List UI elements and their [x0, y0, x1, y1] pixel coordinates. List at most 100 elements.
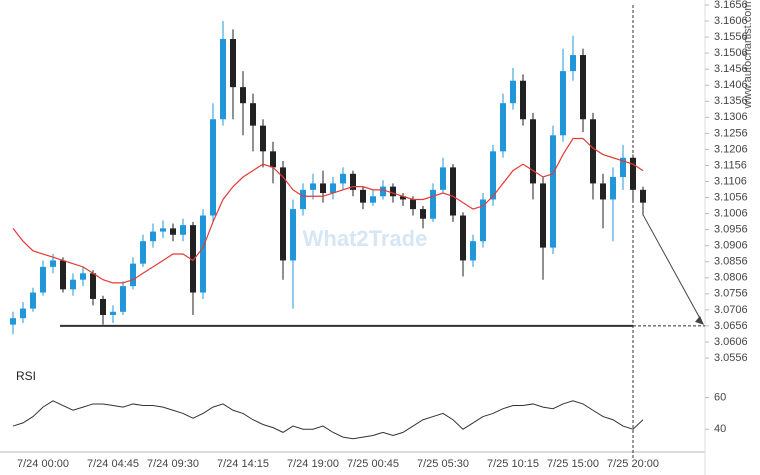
- candle-body: [390, 186, 396, 197]
- candle-body: [580, 55, 586, 120]
- candle-body: [70, 279, 76, 290]
- candle-body: [200, 215, 206, 293]
- x-tick-label: 7/25 10:15: [487, 458, 539, 470]
- y-tick-label: 3.1256: [714, 127, 748, 139]
- y-tick-label: 3.1506: [714, 47, 748, 59]
- candle-body: [30, 292, 36, 309]
- y-tick-label: 3.1456: [714, 63, 748, 75]
- x-tick-label: 7/24 19:00: [287, 458, 339, 470]
- candle-body: [340, 173, 346, 184]
- candle-body: [610, 177, 616, 200]
- candle-body: [530, 119, 536, 184]
- candle-body: [550, 135, 556, 248]
- y-tick-label: 3.0906: [714, 240, 748, 252]
- watermark: What2Trade: [303, 226, 428, 251]
- candle-body: [540, 183, 546, 248]
- candle-body: [10, 318, 16, 325]
- candle-body: [230, 39, 236, 88]
- y-tick-label: 3.0856: [714, 256, 748, 268]
- y-tick-label: 3.0756: [714, 288, 748, 300]
- candle-body: [370, 196, 376, 203]
- y-tick-label: 3.1606: [714, 15, 748, 27]
- y-tick-label: 3.0606: [714, 336, 748, 348]
- candle-body: [630, 157, 636, 190]
- candle-body: [290, 209, 296, 261]
- y-tick-label: 60: [714, 392, 726, 404]
- candle-body: [500, 103, 506, 152]
- candle-body: [240, 87, 246, 104]
- candle-body: [130, 263, 136, 287]
- candle-body: [110, 311, 116, 315]
- candle-body: [380, 186, 386, 197]
- candle-body: [270, 151, 276, 168]
- y-tick-label: 3.1156: [714, 159, 747, 171]
- x-tick-label: 7/25 05:30: [417, 458, 469, 470]
- candle-body: [320, 183, 326, 194]
- candle-body: [260, 125, 266, 152]
- candle-body: [120, 286, 126, 312]
- candle-body: [410, 199, 416, 210]
- source: www.autochartist.com: [742, 2, 754, 110]
- y-tick-label: 3.1006: [714, 207, 748, 219]
- candle-body: [440, 167, 446, 190]
- candle-body: [640, 189, 646, 203]
- y-tick-label: 40: [714, 423, 726, 435]
- candle-body: [50, 260, 56, 267]
- candle-body: [510, 80, 516, 104]
- y-tick-label: 3.0556: [714, 352, 748, 364]
- candle-body: [310, 183, 316, 190]
- candle-body: [360, 189, 366, 203]
- y-tick-label: 3.1556: [714, 31, 748, 43]
- candle-body: [160, 228, 166, 232]
- candle-body: [280, 167, 286, 261]
- candle-body: [140, 241, 146, 264]
- candle-body: [590, 119, 596, 184]
- y-tick-label: 3.1056: [714, 191, 748, 203]
- candle-body: [520, 80, 526, 120]
- candle-body: [490, 151, 496, 200]
- candle-body: [90, 273, 96, 299]
- candle-body: [350, 173, 356, 190]
- x-tick-label: 7/25 15:00: [547, 458, 599, 470]
- forecast-arrow: [642, 214, 704, 325]
- candle-body: [20, 308, 26, 319]
- candle-body: [420, 209, 426, 219]
- y-tick-label: 3.1656: [714, 0, 748, 11]
- y-tick-label: 3.1206: [714, 143, 748, 155]
- candle-body: [330, 183, 336, 194]
- candle-body: [40, 266, 46, 293]
- candle-body: [60, 260, 66, 290]
- candle-body: [450, 167, 456, 216]
- arrow-head: [695, 315, 704, 325]
- candle-body: [470, 241, 476, 261]
- y-tick-label: 3.0956: [714, 224, 748, 236]
- candle-body: [190, 225, 196, 293]
- candle-body: [250, 103, 256, 126]
- candle-body: [460, 215, 466, 261]
- x-tick-label: 7/25 00:45: [347, 458, 399, 470]
- candle-body: [300, 189, 306, 210]
- candle-body: [560, 71, 566, 136]
- candle-body: [570, 55, 576, 72]
- candle-body: [170, 228, 176, 235]
- y-tick-label: 3.1106: [714, 175, 747, 187]
- candle-body: [80, 273, 86, 280]
- rsi-title: RSI: [16, 369, 36, 383]
- y-tick-label: 3.1356: [714, 95, 748, 107]
- candle-body: [400, 196, 406, 200]
- rsi-line: [12, 400, 644, 440]
- x-tick-label: 7/24 00:00: [17, 458, 69, 470]
- y-tick-label: 3.1306: [714, 111, 748, 123]
- candle-body: [210, 119, 216, 216]
- candle-body: [150, 231, 156, 242]
- x-tick-label: 7/24 14:15: [217, 458, 269, 470]
- x-tick-label: 7/24 09:30: [147, 458, 199, 470]
- x-tick-label: 7/25 20:00: [607, 458, 659, 470]
- candle-body: [430, 189, 436, 219]
- candle-body: [180, 225, 186, 235]
- moving-average: [12, 137, 644, 284]
- y-tick-label: 3.0806: [714, 272, 748, 284]
- y-tick-label: 3.0706: [714, 304, 748, 316]
- x-tick-label: 7/24 04:45: [87, 458, 139, 470]
